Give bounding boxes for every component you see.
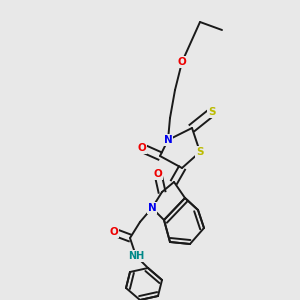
Text: O: O [154,169,162,179]
Text: O: O [138,143,146,153]
Text: S: S [196,147,204,157]
Text: S: S [208,107,216,117]
Text: N: N [148,203,156,213]
Text: NH: NH [128,251,144,261]
Text: N: N [164,135,172,145]
Text: O: O [178,57,186,67]
Text: O: O [110,227,118,237]
